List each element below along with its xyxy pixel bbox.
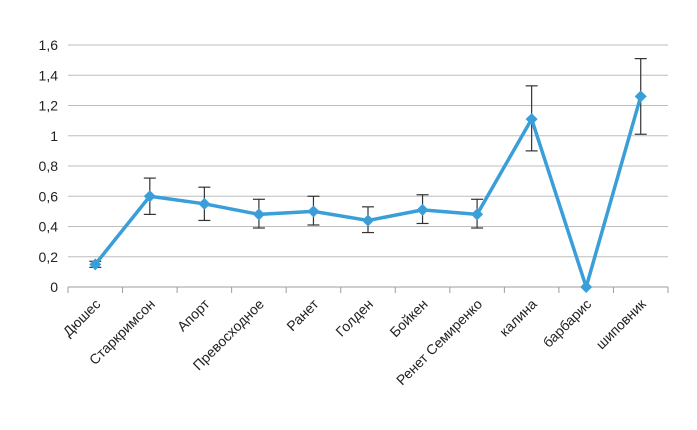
data-point-marker bbox=[471, 208, 484, 221]
series-line bbox=[93, 95, 643, 289]
x-tick-label: Бойкен bbox=[386, 296, 430, 340]
x-tick-label: барбарис bbox=[540, 296, 595, 351]
data-point-marker bbox=[307, 205, 320, 218]
data-point-marker bbox=[580, 281, 593, 293]
data-point-marker bbox=[634, 90, 647, 103]
x-tick-label: Голден bbox=[332, 296, 376, 340]
x-tick-label: шиповник bbox=[593, 295, 650, 352]
data-point-marker bbox=[143, 190, 156, 203]
y-tick-label: 1,6 bbox=[39, 37, 59, 53]
y-tick-label: 1,4 bbox=[39, 67, 59, 83]
x-tick-label: Ранет bbox=[283, 295, 322, 334]
y-axis-tick-labels: 0 0,2 0,4 0,6 0,8 1 1,2 1,4 1,6 bbox=[39, 37, 59, 295]
data-point-marker bbox=[362, 214, 374, 227]
data-point-marker bbox=[525, 113, 538, 126]
y-tick-label: 0,6 bbox=[39, 188, 59, 204]
x-tick-label: Дюшес bbox=[60, 296, 104, 340]
data-series bbox=[89, 90, 647, 293]
x-tick-label: Апорт bbox=[174, 295, 213, 334]
y-tick-label: 0,8 bbox=[39, 158, 59, 174]
y-tick-label: 0,2 bbox=[39, 249, 59, 265]
y-tick-label: 1,2 bbox=[39, 98, 59, 114]
data-point-marker bbox=[416, 203, 429, 216]
data-point-marker bbox=[198, 197, 211, 210]
data-point-marker bbox=[89, 258, 102, 271]
y-tick-label: 0 bbox=[50, 279, 58, 295]
y-tick-label: 0,4 bbox=[39, 219, 59, 235]
error-bars bbox=[89, 58, 647, 268]
x-axis bbox=[67, 286, 669, 293]
y-tick-label: 1 bbox=[50, 128, 58, 144]
data-point-marker bbox=[252, 208, 265, 221]
x-tick-label: калина bbox=[496, 296, 540, 340]
grid-lines bbox=[68, 44, 668, 258]
